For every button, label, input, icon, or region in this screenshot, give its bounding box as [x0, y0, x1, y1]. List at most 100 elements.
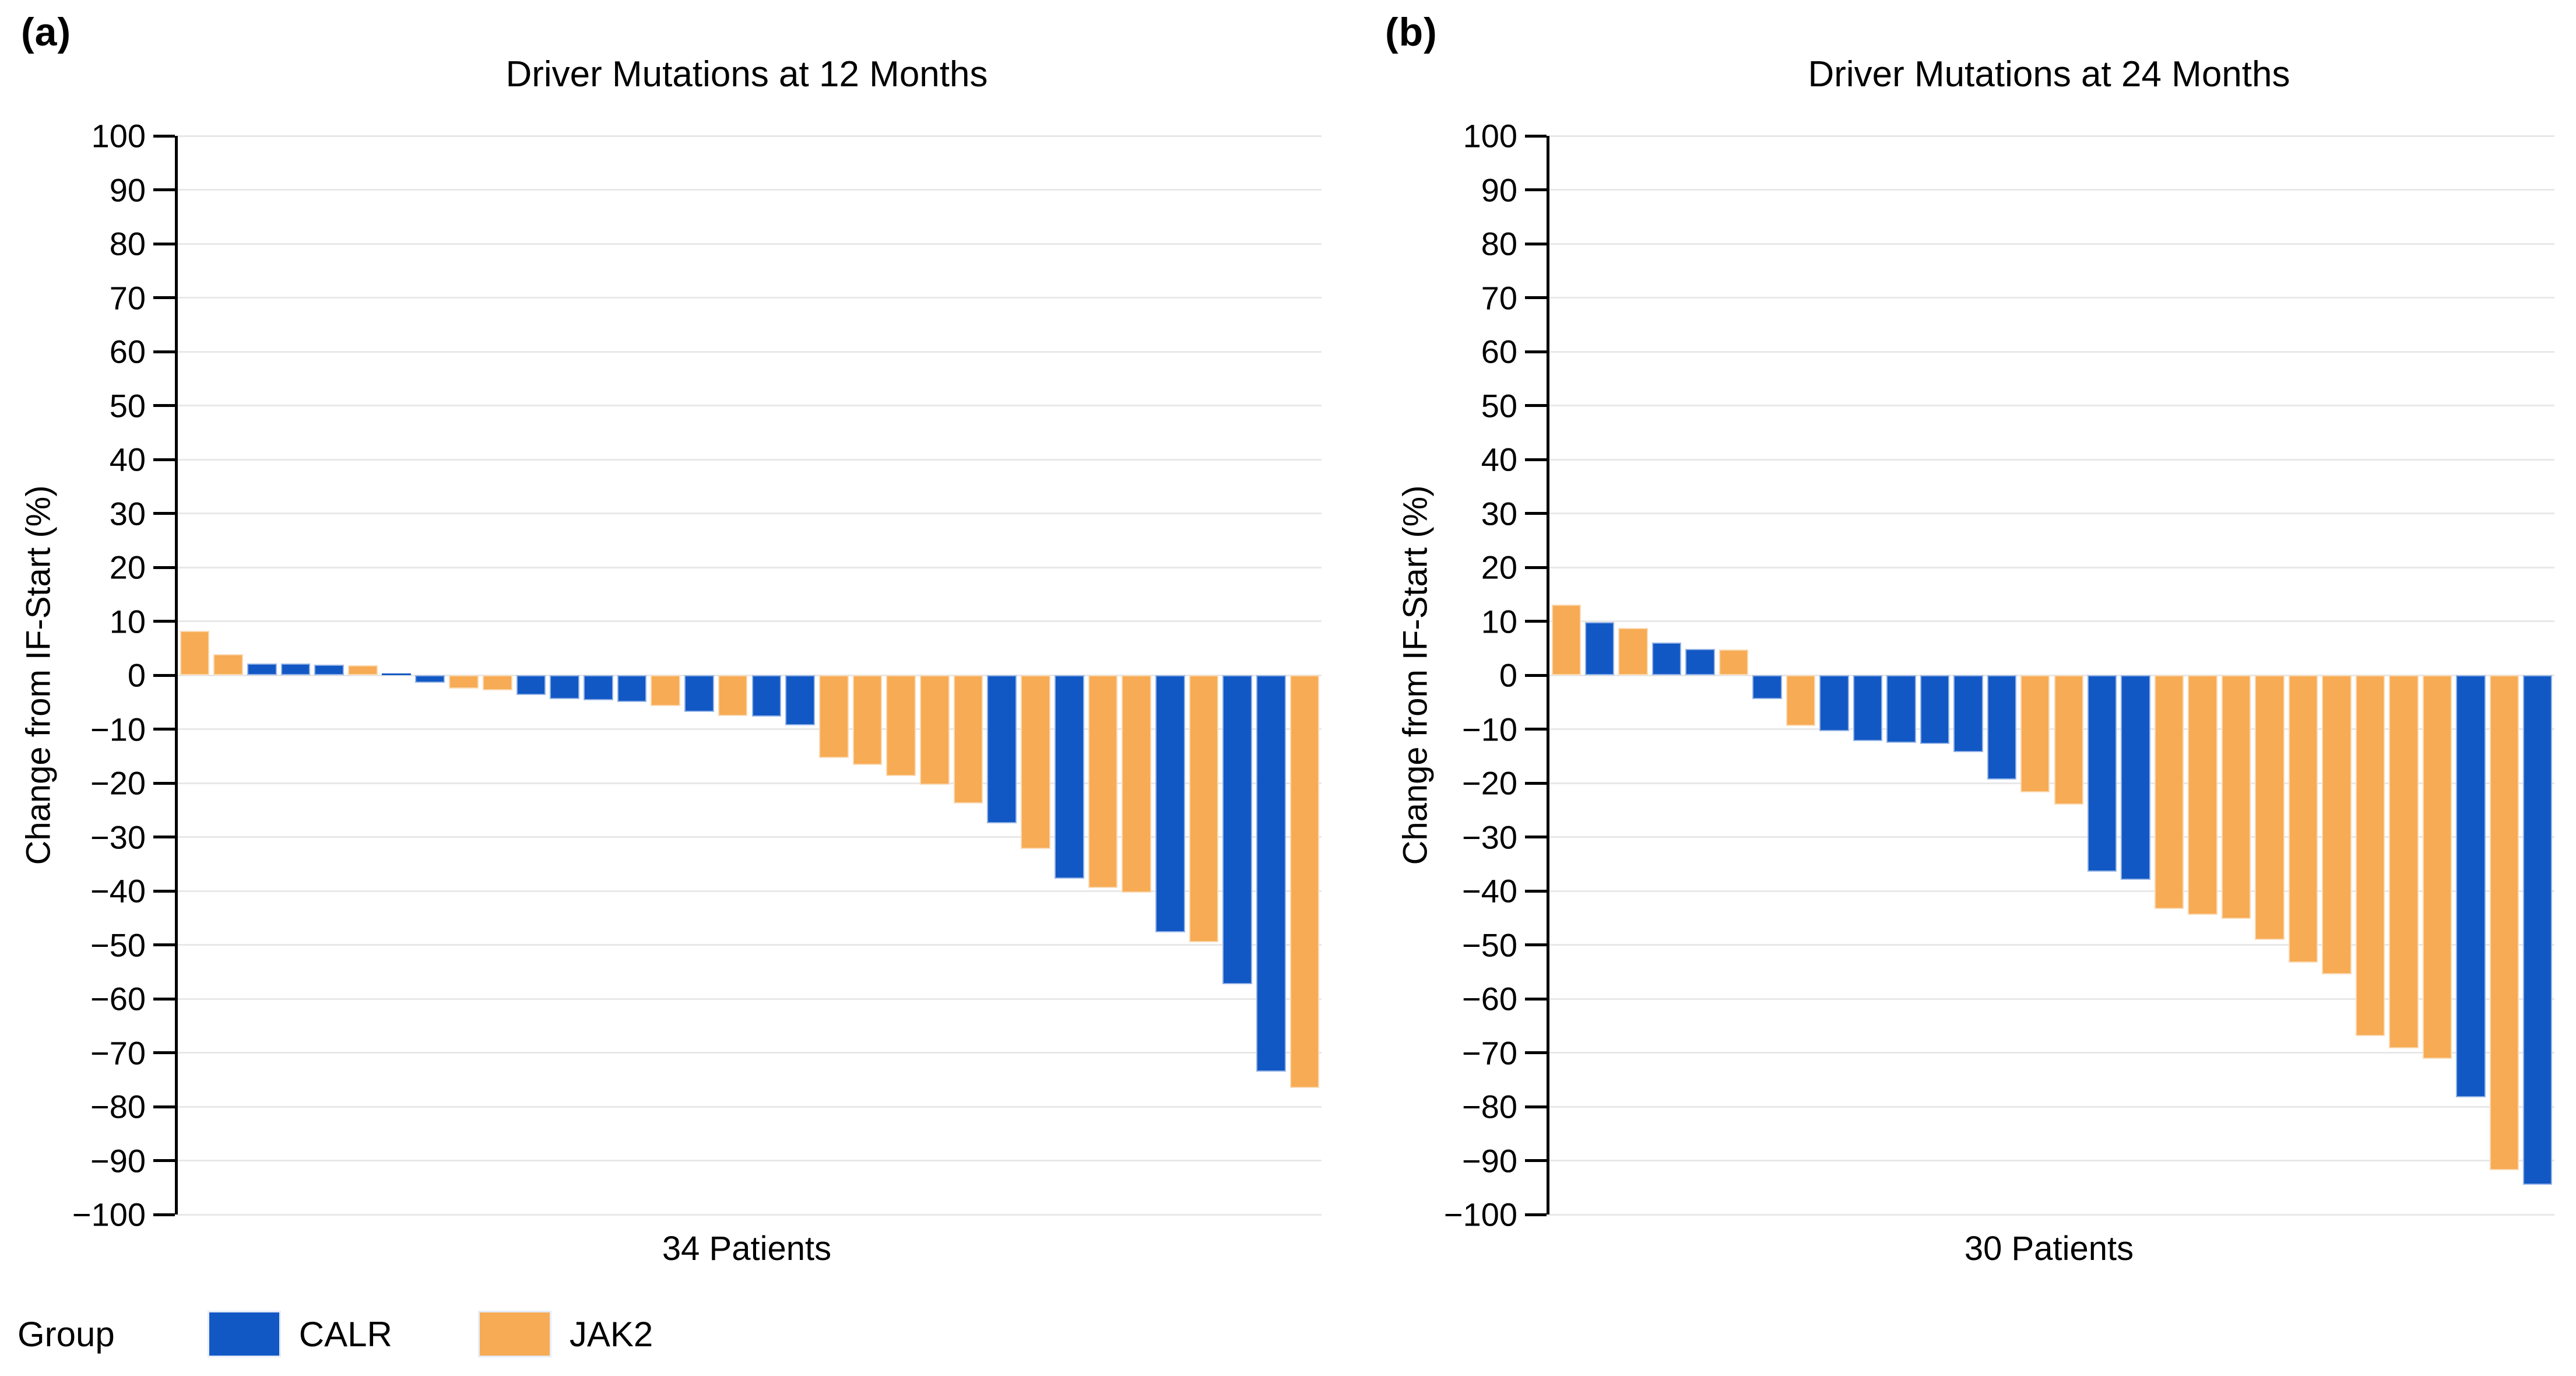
- panel-b-letter: (b): [1385, 10, 1438, 54]
- gridline: [178, 998, 1322, 1000]
- bar-jak2: [718, 675, 748, 717]
- panel-b-plot-area: 100 90 80 70 60 50 40 30 20 10 0 −10 −20 −30 −40 −50 −60…: [1444, 118, 2554, 1233]
- gridline: [1549, 944, 2554, 946]
- bar-jak2: [1618, 627, 1648, 675]
- bar-jak2: [348, 665, 378, 675]
- y-axis-tick-label: −30: [90, 819, 146, 855]
- y-axis-tick-label: −10: [1462, 711, 1517, 747]
- gridline: [1549, 1213, 2554, 1216]
- bar-jak2: [2288, 675, 2318, 963]
- panel-a-title: Driver Mutations at 12 Months: [505, 54, 988, 94]
- gridline: [178, 1213, 1322, 1216]
- y-axis-tick: [1525, 943, 1547, 946]
- y-axis-tick-label: −40: [90, 872, 146, 910]
- bar-calr: [381, 673, 412, 675]
- y-axis-tick-label: −20: [90, 764, 146, 802]
- y-axis-tick-label: 10: [1481, 603, 1517, 640]
- bar-calr: [2121, 675, 2150, 880]
- gridline: [1549, 297, 2554, 299]
- gridline: [178, 728, 1322, 730]
- y-axis-tick-label: 60: [109, 333, 146, 370]
- legend: Group CALR JAK2: [17, 1299, 653, 1369]
- bar-jak2: [2389, 675, 2419, 1049]
- bar-jak2: [2020, 675, 2050, 792]
- y-axis-tick-label: 30: [1481, 495, 1517, 532]
- gridline: [178, 405, 1322, 406]
- y-axis-tick-label: 60: [1481, 333, 1517, 370]
- y-axis-tick: [1525, 134, 1547, 138]
- y-axis-tick-label: 80: [1481, 225, 1517, 262]
- y-axis-tick-label: 10: [109, 603, 146, 640]
- bar-calr: [785, 675, 815, 726]
- y-axis-tick-label: 100: [1463, 117, 1517, 155]
- gridline: [1549, 189, 2554, 191]
- y-axis-tick-label: 70: [109, 279, 146, 316]
- y-axis-tick-label: 30: [109, 495, 146, 532]
- bar-calr: [684, 675, 714, 712]
- y-axis-tick-label: −50: [90, 926, 146, 963]
- gridline: [1549, 1160, 2554, 1161]
- gridline: [178, 890, 1322, 892]
- bar-jak2: [180, 631, 210, 675]
- bar-calr: [1886, 675, 1916, 743]
- legend-swatch-jak2: [479, 1312, 550, 1356]
- bar-calr: [314, 665, 345, 675]
- panel-a-letter: (a): [21, 10, 72, 54]
- bar-calr: [550, 675, 579, 699]
- bar-jak2: [651, 675, 681, 706]
- y-axis-tick-label: 40: [109, 441, 146, 478]
- gridline: [1549, 566, 2554, 568]
- y-axis-tick: [1525, 889, 1547, 893]
- gridline: [1549, 836, 2554, 838]
- y-axis-tick: [153, 188, 175, 191]
- y-axis-tick-label: −40: [1462, 872, 1517, 910]
- bar-calr: [987, 675, 1017, 824]
- bar-calr: [583, 675, 613, 700]
- y-axis-tick-label: 90: [1481, 171, 1517, 208]
- bar-jak2: [2422, 675, 2452, 1059]
- bar-calr: [1920, 675, 1950, 745]
- y-axis-tick: [1525, 458, 1547, 461]
- y-axis-tick-label: −70: [1462, 1034, 1517, 1071]
- y-axis-tick: [153, 997, 175, 1001]
- y-axis-tick-label: 80: [109, 225, 146, 262]
- bar-calr: [1584, 622, 1615, 675]
- bar-jak2: [1088, 675, 1118, 889]
- y-axis-tick: [153, 1105, 175, 1108]
- y-axis-tick: [1525, 1159, 1547, 1162]
- y-axis-tick-label: −10: [90, 711, 146, 747]
- y-axis-tick-label: −80: [90, 1088, 146, 1125]
- bar-jak2: [852, 675, 883, 766]
- y-axis-tick: [1525, 404, 1547, 407]
- bar-calr: [1987, 675, 2017, 780]
- y-axis-tick: [1525, 566, 1547, 569]
- y-axis-tick-label: 20: [1481, 549, 1517, 586]
- bar-jak2: [1189, 675, 1219, 942]
- panel-a-plot-area: 100 90 80 70 60 50 40 30 20 10 0 −10 −20 −30 −40 −50 −60…: [72, 118, 1322, 1233]
- gridline: [1549, 1105, 2554, 1108]
- legend-label-calr: CALR: [298, 1314, 392, 1354]
- y-axis-tick-label: 70: [1481, 279, 1517, 316]
- y-axis-tick-label: −90: [1462, 1142, 1517, 1179]
- bar-jak2: [920, 675, 950, 785]
- bar-calr: [2456, 675, 2486, 1098]
- bar-calr: [2087, 675, 2117, 872]
- bar-jak2: [1718, 649, 1749, 675]
- gridline: [1549, 513, 2554, 514]
- bar-calr: [2523, 675, 2553, 1185]
- bar-jak2: [2154, 675, 2184, 909]
- gridline: [178, 458, 1322, 461]
- y-axis-tick: [1525, 296, 1547, 299]
- y-axis-tick-label: −50: [1462, 926, 1517, 963]
- y-axis-tick-label: −20: [1462, 764, 1517, 802]
- bar-jak2: [2355, 675, 2385, 1036]
- bar-calr: [1685, 648, 1715, 675]
- bar-calr: [415, 675, 445, 683]
- bar-calr: [1651, 642, 1682, 675]
- y-axis-tick: [1525, 673, 1547, 677]
- bar-calr: [247, 663, 277, 675]
- y-axis-tick: [153, 728, 175, 731]
- gridline: [178, 1052, 1322, 1054]
- gridline: [1549, 674, 2554, 676]
